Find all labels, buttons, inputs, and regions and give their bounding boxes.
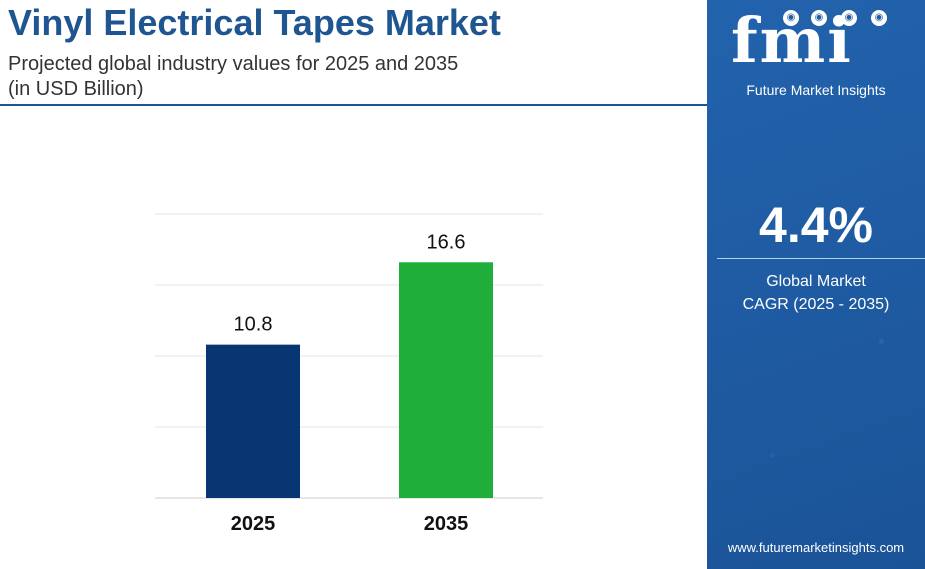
globe-icon: ◉: [841, 10, 857, 26]
page-title: Vinyl Electrical Tapes Market: [8, 2, 501, 43]
cagr-label-line-1: Global Market: [766, 273, 866, 290]
cagr-label: Global Market CAGR (2025 - 2035): [707, 270, 925, 316]
side-panel: fmi ◉ ◉ ◉ ◉ Future Market Insights 4.4% …: [707, 0, 925, 569]
page-subtitle: Projected global industry values for 202…: [8, 52, 608, 102]
data-label-2025: 10.8: [234, 314, 273, 336]
globe-icon: ◉: [783, 10, 799, 26]
cagr-value: 4.4%: [759, 197, 873, 253]
cagr-label-line-2: CAGR (2025 - 2035): [742, 296, 890, 313]
globe-icon: ◉: [871, 10, 887, 26]
bar-2025: [206, 344, 300, 498]
x-tick-label-2025: 2025: [231, 513, 276, 535]
cagr-divider: [717, 258, 925, 259]
globe-icon: ◉: [811, 10, 827, 26]
title-divider: [0, 104, 707, 106]
fmi-logo: fmi ◉ ◉ ◉ ◉ Future Market Insights: [707, 4, 925, 100]
logo-subtext: Future Market Insights: [746, 82, 886, 98]
subtitle-line-1: Projected global industry values for 202…: [8, 53, 459, 75]
x-tick-label-2035: 2035: [424, 513, 469, 535]
bar-2035: [399, 262, 493, 498]
data-label-2035: 16.6: [427, 231, 466, 253]
website-link[interactable]: www.futuremarketinsights.com: [727, 540, 905, 555]
subtitle-line-2: (in USD Billion): [8, 78, 144, 100]
bar-chart: 10.8 2025 16.6 2035: [155, 213, 543, 535]
